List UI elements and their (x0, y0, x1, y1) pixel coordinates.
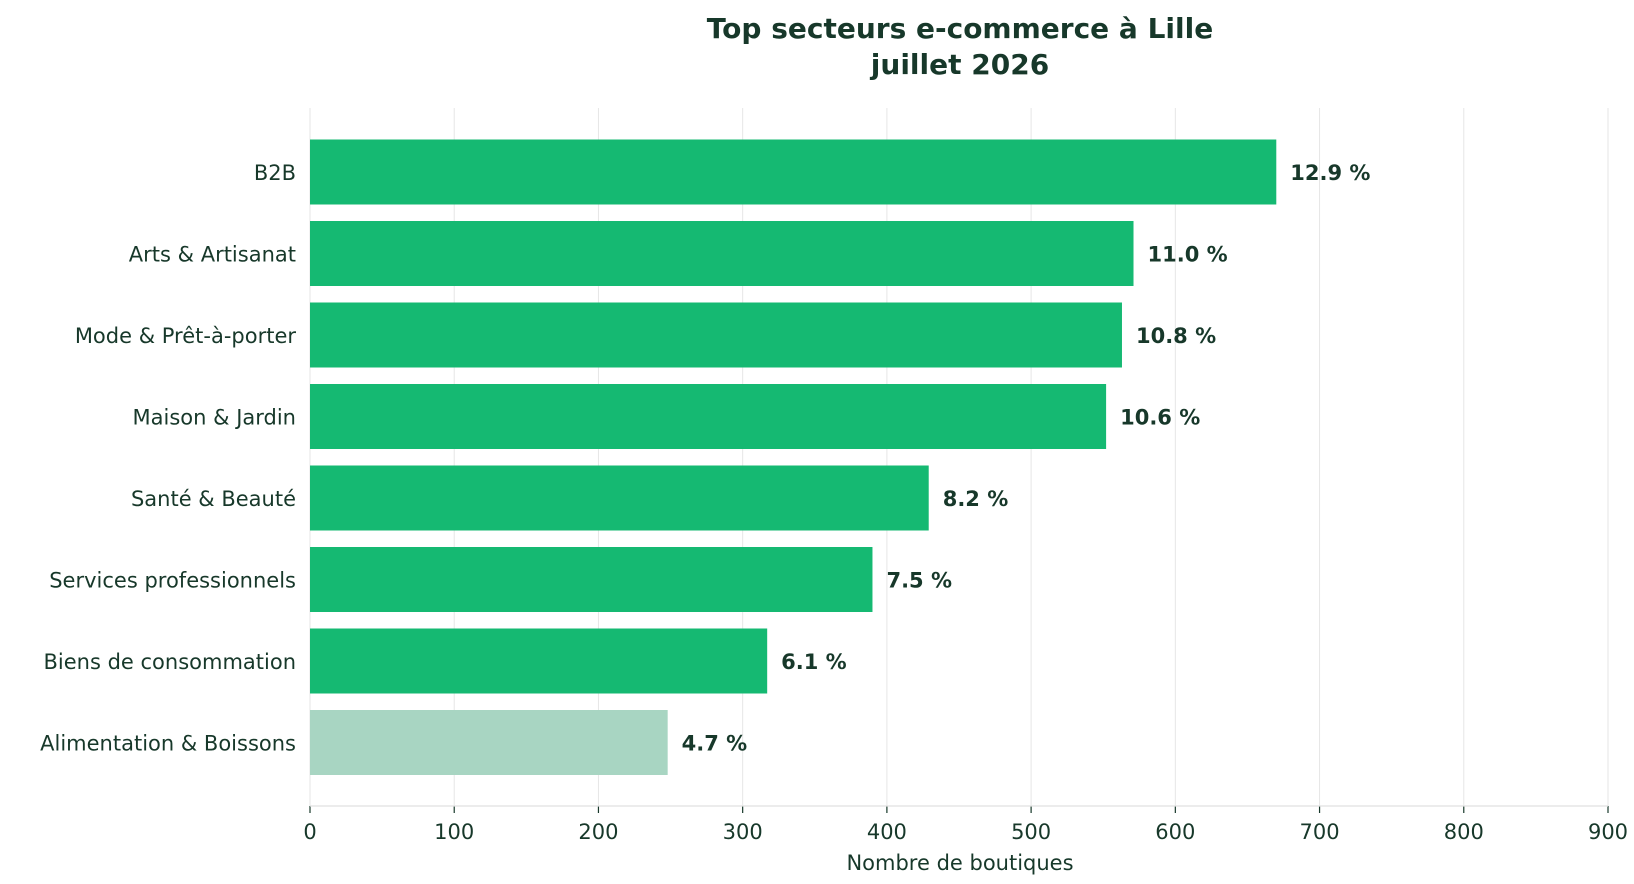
bar (310, 221, 1134, 286)
x-tick-label: 600 (1155, 820, 1195, 844)
category-label: Arts & Artisanat (129, 243, 296, 267)
data-label: 11.0 % (1148, 243, 1228, 267)
x-tick-label: 500 (1011, 820, 1051, 844)
category-label: Maison & Jardin (133, 406, 296, 430)
category-label: Biens de consommation (43, 650, 296, 674)
bar (310, 384, 1107, 449)
category-label: Alimentation & Boissons (40, 732, 296, 756)
x-tick-label: 200 (578, 820, 618, 844)
x-tick-label: 0 (303, 820, 316, 844)
category-label: Santé & Beauté (131, 487, 296, 511)
bar (310, 628, 768, 694)
x-axis: 0 100 200 300 400 500 600 700 800 900 (303, 805, 1628, 844)
data-label: 12.9 % (1290, 161, 1370, 185)
data-label: 8.2 % (943, 487, 1009, 511)
bar (310, 465, 929, 531)
data-label: 10.8 % (1136, 324, 1216, 348)
grid-lines (309, 108, 1609, 806)
bar (310, 547, 873, 612)
data-label: 4.7 % (682, 732, 748, 756)
x-tick-label: 800 (1444, 820, 1484, 844)
category-label: B2B (254, 161, 296, 185)
data-label: 7.5 % (886, 569, 952, 593)
x-tick-label: 400 (867, 820, 907, 844)
x-tick-label: 700 (1300, 820, 1340, 844)
data-label: 10.6 % (1120, 406, 1200, 430)
x-tick-label: 300 (723, 820, 763, 844)
x-tick-label: 900 (1588, 820, 1628, 844)
chart-title: Top secteurs e-commerce à Lille (707, 12, 1213, 45)
bar (310, 139, 1277, 205)
data-label: 6.1 % (781, 650, 847, 674)
bar (310, 710, 668, 775)
category-label: Services professionnels (49, 569, 296, 593)
chart-subtitle: juillet 2026 (870, 48, 1049, 81)
x-axis-label: Nombre de boutiques (846, 851, 1073, 875)
x-tick-label: 100 (434, 820, 474, 844)
bar (310, 302, 1122, 368)
category-label: Mode & Prêt-à-porter (75, 324, 297, 348)
bars: B2B 12.9 % Arts & Artisanat 11.0 % Mode & Pr… (40, 139, 1370, 775)
